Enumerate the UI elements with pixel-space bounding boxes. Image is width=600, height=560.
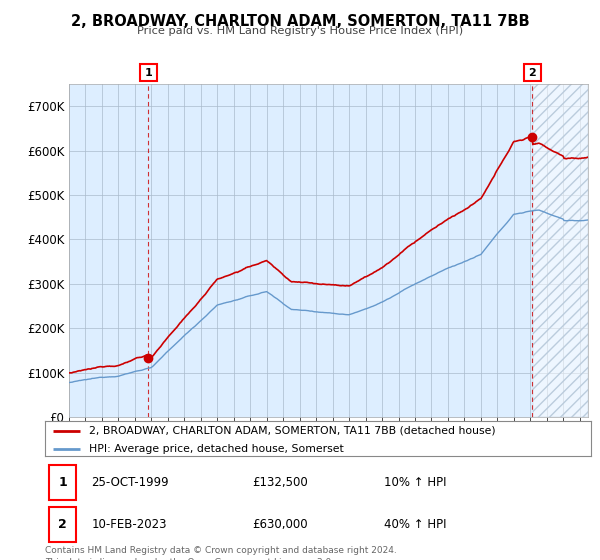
Text: £132,500: £132,500: [253, 476, 308, 489]
Text: 25-OCT-1999: 25-OCT-1999: [91, 476, 169, 489]
FancyBboxPatch shape: [49, 465, 76, 501]
Text: Price paid vs. HM Land Registry's House Price Index (HPI): Price paid vs. HM Land Registry's House …: [137, 26, 463, 36]
Text: This data is licensed under the Open Government Licence v3.0.: This data is licensed under the Open Gov…: [45, 558, 334, 560]
FancyBboxPatch shape: [49, 507, 76, 542]
Text: 10-FEB-2023: 10-FEB-2023: [91, 518, 167, 531]
Text: 2: 2: [58, 518, 67, 531]
Text: 2: 2: [529, 68, 536, 78]
Text: 2, BROADWAY, CHARLTON ADAM, SOMERTON, TA11 7BB (detached house): 2, BROADWAY, CHARLTON ADAM, SOMERTON, TA…: [89, 426, 496, 436]
Text: £630,000: £630,000: [253, 518, 308, 531]
Text: Contains HM Land Registry data © Crown copyright and database right 2024.: Contains HM Land Registry data © Crown c…: [45, 546, 397, 555]
Text: 10% ↑ HPI: 10% ↑ HPI: [383, 476, 446, 489]
Text: HPI: Average price, detached house, Somerset: HPI: Average price, detached house, Some…: [89, 444, 343, 454]
Text: 2, BROADWAY, CHARLTON ADAM, SOMERTON, TA11 7BB: 2, BROADWAY, CHARLTON ADAM, SOMERTON, TA…: [71, 14, 529, 29]
Text: 1: 1: [58, 476, 67, 489]
Text: 40% ↑ HPI: 40% ↑ HPI: [383, 518, 446, 531]
Text: 1: 1: [145, 68, 152, 78]
